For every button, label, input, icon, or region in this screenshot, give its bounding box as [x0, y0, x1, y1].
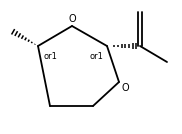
Text: O: O	[68, 14, 76, 24]
Text: or1: or1	[43, 52, 57, 61]
Text: O: O	[122, 83, 130, 93]
Text: or1: or1	[89, 52, 103, 61]
